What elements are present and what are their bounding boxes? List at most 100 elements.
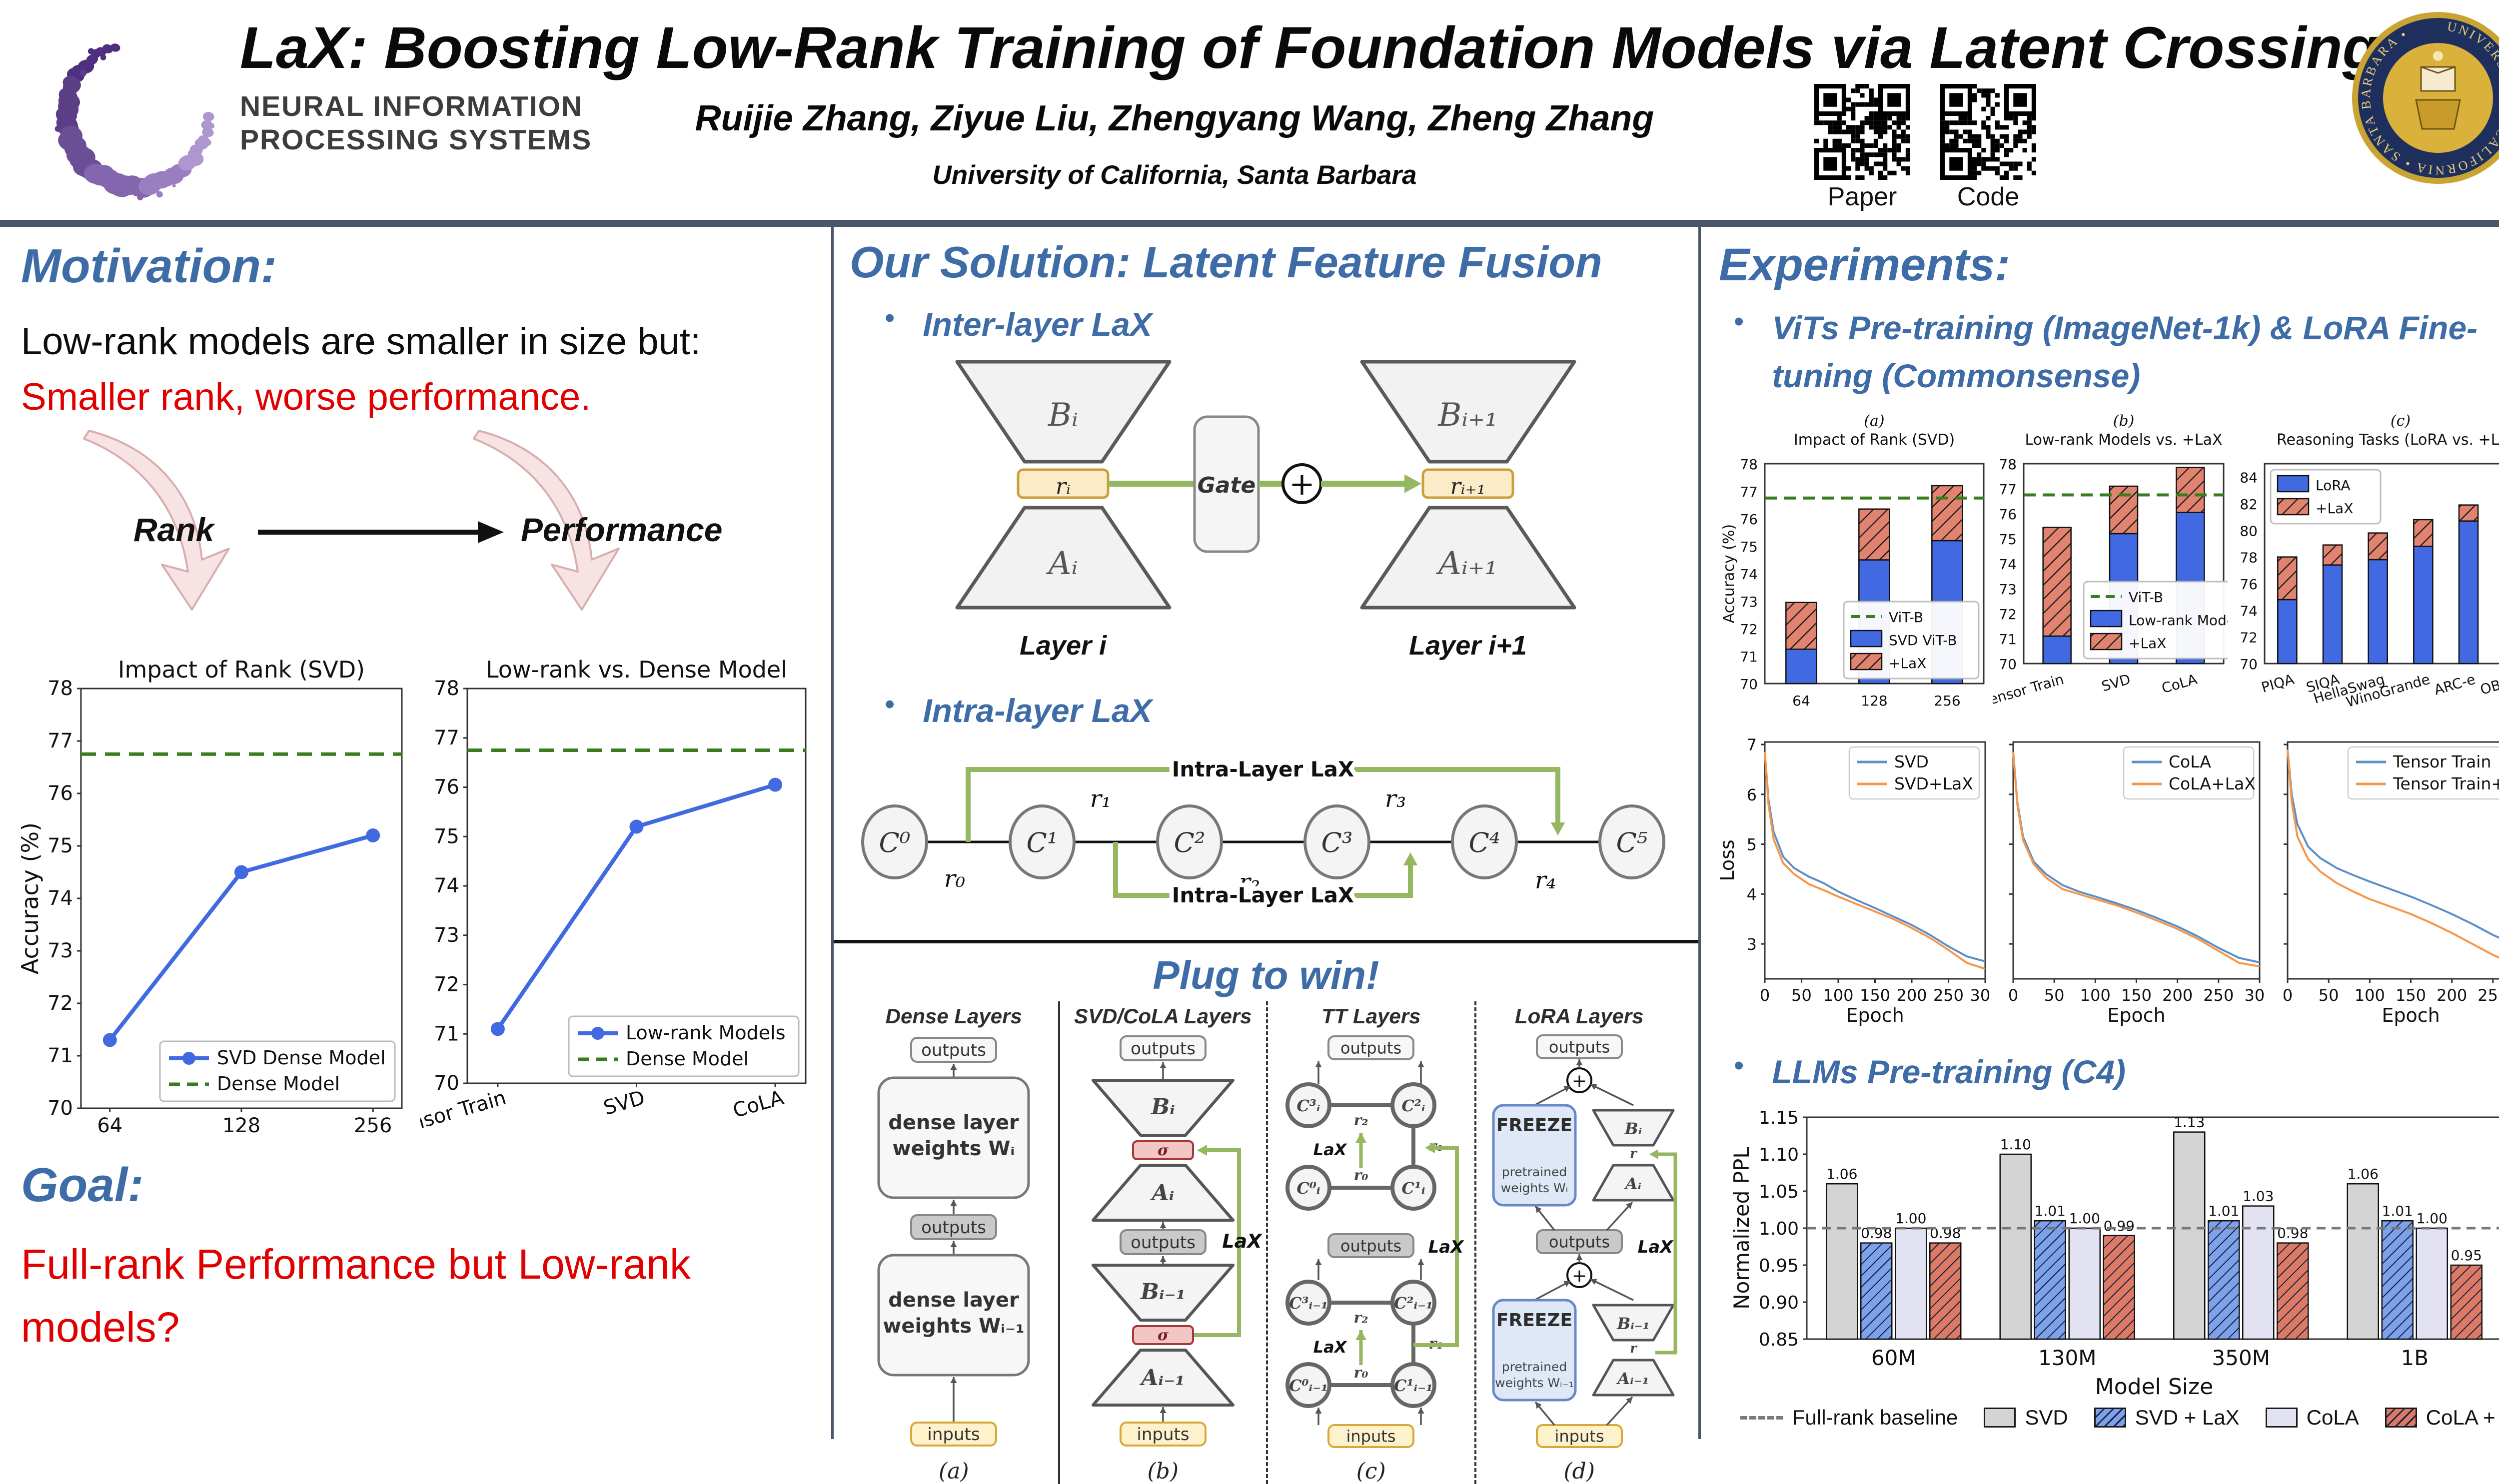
svg-text:C¹: C¹ — [1027, 827, 1058, 858]
svg-text:weights Wᵢ₋₁: weights Wᵢ₋₁ — [883, 1315, 1025, 1338]
bullet-llms: • LLMs Pre-training (C4) — [1734, 1048, 2499, 1096]
svg-text:1.00: 1.00 — [2069, 1210, 2100, 1227]
svg-text:Low-rank Models: Low-rank Models — [626, 1022, 786, 1044]
svg-text:SVD: SVD — [601, 1086, 647, 1120]
right-arrow-icon — [258, 521, 504, 543]
svg-text:71: 71 — [434, 1022, 459, 1045]
svg-text:84: 84 — [2240, 470, 2258, 486]
panel-caption: (a) — [938, 1459, 969, 1484]
panel-caption: (d) — [1563, 1459, 1595, 1484]
svg-text:75: 75 — [1740, 539, 1758, 555]
svg-text:weights Wᵢ: weights Wᵢ — [893, 1137, 1015, 1160]
svg-text:Aᵢ₋₁: Aᵢ₋₁ — [1139, 1365, 1185, 1391]
svg-text:σ: σ — [1158, 1142, 1169, 1159]
svg-text:70: 70 — [1740, 676, 1758, 693]
svg-text:1.01: 1.01 — [2382, 1203, 2413, 1219]
svg-text:C³ᵢ₋₁: C³ᵢ₋₁ — [1289, 1294, 1328, 1313]
bullet-intra-layer-label: Intra-layer LaX — [923, 692, 1152, 729]
chart-reasoning-tasks: (c)Reasoning Tasks (LoRA vs. +LaX) 70 72 74… — [2232, 409, 2499, 721]
ppl-chart-wrap: 0.85 0.90 0.95 1.00 1.05 1.10 1.15 Normalized P… — [1729, 1099, 2499, 1430]
svg-text:Dense Model: Dense Model — [626, 1048, 749, 1070]
panel-caption: (b) — [1147, 1459, 1179, 1484]
svg-text:dense layer: dense layer — [888, 1289, 1019, 1312]
panel-dense-diagram: outputs dense layer weights Wᵢ outputs dense… — [854, 1030, 1054, 1458]
svg-text:pretrained: pretrained — [1502, 1165, 1567, 1179]
svg-text:Accuracy (%): Accuracy (%) — [21, 822, 43, 974]
panel-svd-cola-diagram: outputs Bᵢ σ Aᵢ outputs Bᵢ₋₁ σ Aᵢ₋₁ inputs LaX — [1063, 1030, 1263, 1458]
svg-text:76: 76 — [434, 776, 459, 799]
chart-loss-svd: 3 4 5 6 7 0 50 100 150 200 250 300 Epoch Loss SVD SVD+L… — [1716, 734, 2001, 1031]
svg-text:74: 74 — [434, 874, 459, 897]
svg-text:60M: 60M — [1871, 1346, 1916, 1370]
svg-text:SVD: SVD — [2100, 671, 2132, 695]
svg-text:76: 76 — [47, 782, 73, 805]
svg-text:r: r — [1630, 1341, 1638, 1356]
svg-text:OBQA: OBQA — [2479, 671, 2499, 698]
svg-text:Epoch: Epoch — [2107, 1004, 2165, 1026]
panel-svd-cola-layers: SVD/CoLA Layers outputs Bᵢ σ Aᵢ outputs Bᵢ₋₁ σ… — [1058, 1001, 1266, 1484]
motivation-heading: Motivation: — [21, 239, 277, 293]
svg-text:100: 100 — [2080, 986, 2111, 1005]
chart-impact-of-rank: Impact of Rank (SVD) 70 71 72 73 74 75 76 77 78 64… — [16, 649, 411, 1151]
poster-title: LaX: Boosting Low-Rank Training of Found… — [240, 15, 2379, 81]
svg-text:71: 71 — [1999, 631, 2017, 648]
goal-text: Full-rank Performance but Low-rank model… — [21, 1241, 691, 1351]
svg-text:σ: σ — [1158, 1327, 1169, 1344]
plug-panels: Dense Layers outputs dense layer weights W… — [850, 1001, 1682, 1484]
motivation-line1: Low-rank models are smaller in size but: — [21, 320, 701, 363]
legend-label: CoLA — [2306, 1406, 2359, 1430]
svg-text:0.99: 0.99 — [2104, 1218, 2135, 1234]
svg-text:0.85: 0.85 — [1759, 1330, 1799, 1350]
legend-item: Full-rank baseline — [1740, 1406, 1958, 1430]
svg-text:Aᵢ: Aᵢ — [1624, 1174, 1641, 1193]
svg-text:C³ᵢ: C³ᵢ — [1297, 1096, 1320, 1115]
svg-text:76: 76 — [1999, 506, 2017, 523]
logo-line2: PROCESSING SYSTEMS — [240, 124, 592, 156]
svg-text:Aᵢ: Aᵢ — [1046, 545, 1078, 582]
qr-paper-icon — [1814, 84, 1910, 180]
svg-text:72: 72 — [1740, 621, 1758, 638]
svg-text:Bᵢ: Bᵢ — [1048, 397, 1078, 434]
svg-text:72: 72 — [434, 973, 459, 996]
bullet-llms-label: LLMs Pre-training (C4) — [1772, 1053, 2126, 1091]
svg-text:C³: C³ — [1321, 827, 1353, 858]
svg-text:Model Size: Model Size — [2095, 1374, 2213, 1399]
svg-text:200: 200 — [1896, 986, 1927, 1005]
rank-label: Rank — [133, 511, 214, 548]
motivation-charts: Impact of Rank (SVD) 70 71 72 73 74 75 76 77 78 64… — [16, 649, 821, 1151]
svg-text:150: 150 — [2396, 986, 2426, 1005]
svg-text:250: 250 — [1933, 986, 1964, 1005]
svg-text:1.10: 1.10 — [2000, 1136, 2031, 1153]
svg-text:Accuracy (%): Accuracy (%) — [1720, 524, 1738, 623]
svg-text:300: 300 — [1970, 986, 1991, 1005]
bullet-inter-layer: • Inter-layer LaX — [885, 301, 1682, 349]
svg-text:1.15: 1.15 — [1759, 1108, 1799, 1128]
svg-text:LaX: LaX — [1222, 1230, 1262, 1252]
legend-label: CoLA + LaX — [2426, 1406, 2499, 1430]
svg-text:C²: C² — [1174, 827, 1206, 858]
svg-text:LoRA: LoRA — [2316, 477, 2351, 494]
svg-text:72: 72 — [2240, 630, 2258, 646]
svg-text:0.95: 0.95 — [2451, 1247, 2482, 1264]
motivation-line2: Smaller rank, worse performance. — [21, 376, 591, 418]
panel-lora-layers: LoRA Layers outputs + FREEZE pretrained weig… — [1474, 1001, 1683, 1484]
svg-text:82: 82 — [2240, 496, 2258, 513]
svg-text:Reasoning Tasks (LoRA vs. +LaX: Reasoning Tasks (LoRA vs. +LaX) — [2277, 431, 2499, 449]
legend-swatch — [2094, 1408, 2126, 1428]
svg-text:Intra-Layer LaX: Intra-Layer LaX — [1172, 757, 1354, 781]
svg-text:Epoch: Epoch — [2382, 1004, 2440, 1026]
svg-text:Dense Model: Dense Model — [217, 1073, 340, 1095]
svg-text:+: + — [1289, 466, 1315, 502]
svg-text:74: 74 — [47, 887, 73, 910]
svg-text:77: 77 — [434, 727, 459, 749]
svg-text:Tensor Train: Tensor Train — [2393, 752, 2491, 771]
neurips-swirl-icon — [54, 43, 215, 200]
legend-swatch — [2385, 1408, 2417, 1428]
svg-text:inputs: inputs — [1346, 1427, 1396, 1446]
svg-text:150: 150 — [1860, 986, 1890, 1005]
svg-text:Normalized PPL: Normalized PPL — [1732, 1147, 1754, 1310]
svg-text:64: 64 — [97, 1114, 122, 1137]
qr-code-icon — [1940, 84, 2036, 180]
svg-text:1.06: 1.06 — [2348, 1166, 2379, 1182]
svg-text:ViT-B: ViT-B — [1889, 609, 1923, 626]
